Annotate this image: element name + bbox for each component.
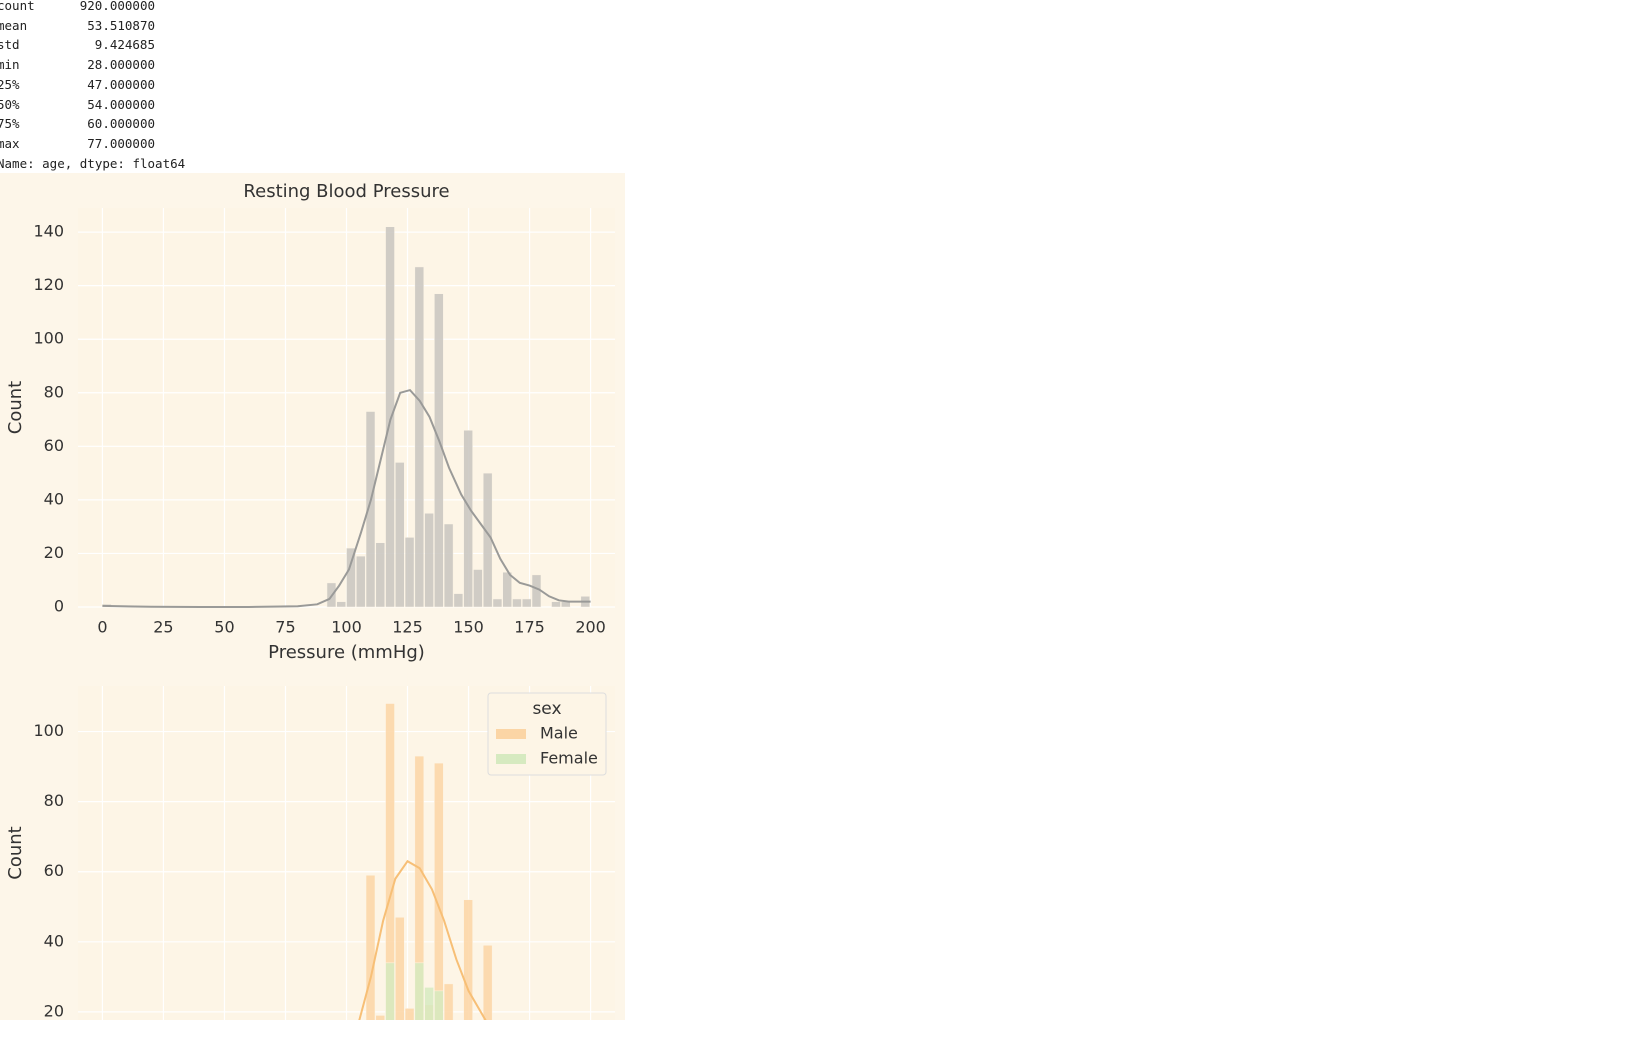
y-tick-label: 20 bbox=[44, 1001, 64, 1020]
x-tick-label: 200 bbox=[575, 618, 606, 637]
y-tick-label: 80 bbox=[44, 382, 64, 401]
kde-line bbox=[358, 859, 487, 1020]
stat-row: 25% 47.000000 bbox=[0, 75, 185, 95]
bar bbox=[521, 598, 532, 608]
bar bbox=[453, 593, 464, 608]
bar bbox=[414, 962, 425, 1020]
x-tick-label: 0 bbox=[97, 618, 107, 637]
x-axis-label: Pressure (mmHg) bbox=[268, 642, 425, 663]
bar bbox=[375, 542, 386, 608]
bar bbox=[473, 569, 483, 608]
y-tick-label: 60 bbox=[44, 861, 64, 880]
bar bbox=[336, 601, 346, 608]
x-tick-label: 100 bbox=[331, 618, 362, 637]
legend: sex Male Female bbox=[487, 692, 607, 776]
legend-label: Male bbox=[540, 724, 578, 743]
stat-row: count 920.000000 bbox=[0, 0, 185, 16]
bar bbox=[346, 547, 356, 608]
bar bbox=[463, 899, 473, 1020]
bar bbox=[551, 601, 561, 608]
bar bbox=[385, 226, 395, 608]
y-axis-label: Count bbox=[5, 381, 26, 434]
stat-value: 920.000000 bbox=[79, 0, 155, 13]
stat-name: 50% bbox=[0, 96, 20, 112]
stat-row: min 28.000000 bbox=[0, 55, 185, 75]
kde-line bbox=[102, 388, 591, 608]
bar bbox=[502, 571, 512, 608]
stat-row: 50% 54.000000 bbox=[0, 95, 185, 115]
y-tick-label: 60 bbox=[44, 436, 64, 455]
y-tick-label: 80 bbox=[44, 791, 64, 810]
y-tick-label: 0 bbox=[54, 597, 64, 616]
bar bbox=[375, 1015, 386, 1020]
x-tick-label: 175 bbox=[514, 618, 545, 637]
bar bbox=[482, 945, 493, 1020]
x-tick-label: 25 bbox=[153, 618, 173, 637]
y-axis-label: Count bbox=[5, 826, 26, 879]
y-tick-label: 100 bbox=[33, 721, 64, 740]
bar bbox=[404, 537, 415, 608]
bar bbox=[424, 513, 434, 608]
y-tick-label: 120 bbox=[33, 275, 64, 294]
x-tick-label: 150 bbox=[453, 618, 484, 637]
bar bbox=[492, 598, 503, 608]
bar bbox=[463, 430, 473, 608]
bar bbox=[512, 598, 522, 608]
bar bbox=[404, 1008, 415, 1020]
bar bbox=[414, 755, 425, 1020]
bar bbox=[365, 874, 376, 1020]
stat-name: 25% bbox=[0, 76, 20, 92]
figure: 0 25 50 75 100 125 150 175 200 0 20 40 60 80 100 120 140… bbox=[0, 173, 625, 1020]
bar bbox=[434, 762, 444, 1020]
y-tick-label: 140 bbox=[33, 222, 64, 241]
bar bbox=[365, 411, 376, 608]
bar bbox=[434, 990, 444, 1020]
bar bbox=[385, 703, 395, 1020]
y-tick-label: 20 bbox=[44, 543, 64, 562]
stat-name: count bbox=[0, 0, 35, 13]
bar bbox=[356, 555, 366, 608]
stat-row: std 9.424685 bbox=[0, 35, 185, 55]
stat-value: 47.000000 bbox=[87, 76, 155, 92]
bar bbox=[443, 523, 454, 608]
stat-name: min bbox=[0, 57, 20, 73]
x-tick-label: 75 bbox=[275, 618, 295, 637]
text-output: count 920.000000 mean 53.510870 std 9.424685 m… bbox=[0, 0, 185, 173]
stat-row: 75% 60.000000 bbox=[0, 114, 185, 134]
y-tick-label: 100 bbox=[33, 329, 64, 348]
stat-value: 9.424685 bbox=[94, 37, 155, 53]
stat-value: 60.000000 bbox=[87, 116, 155, 132]
stat-row: max 77.000000 bbox=[0, 134, 185, 154]
stat-value: 54.000000 bbox=[87, 96, 155, 112]
legend-title: sex bbox=[532, 699, 561, 719]
y-tick-label: 40 bbox=[44, 489, 64, 508]
stat-name: mean bbox=[0, 17, 28, 33]
stat-value: 77.000000 bbox=[87, 135, 155, 151]
stat-name: max bbox=[0, 135, 20, 151]
legend-swatch bbox=[496, 729, 526, 739]
legend-label: Female bbox=[540, 749, 598, 768]
stat-name: std bbox=[0, 37, 20, 53]
x-tick-label: 125 bbox=[392, 618, 423, 637]
bar bbox=[414, 266, 425, 608]
stat-value: 53.510870 bbox=[87, 17, 155, 33]
y-tick-label: 40 bbox=[44, 931, 64, 950]
bar bbox=[424, 987, 434, 1020]
bar bbox=[443, 983, 454, 1020]
stat-row: mean 53.510870 bbox=[0, 16, 185, 36]
legend-swatch bbox=[496, 754, 526, 764]
stat-footer: Name: age, dtype: float64 bbox=[0, 155, 186, 171]
stat-name: 75% bbox=[0, 116, 20, 132]
bar bbox=[395, 917, 405, 1020]
stat-value: 28.000000 bbox=[87, 57, 155, 73]
bar bbox=[395, 462, 405, 608]
x-tick-label: 50 bbox=[214, 618, 234, 637]
chart-title: Resting Blood Pressure bbox=[243, 181, 449, 202]
bar bbox=[385, 962, 395, 1020]
